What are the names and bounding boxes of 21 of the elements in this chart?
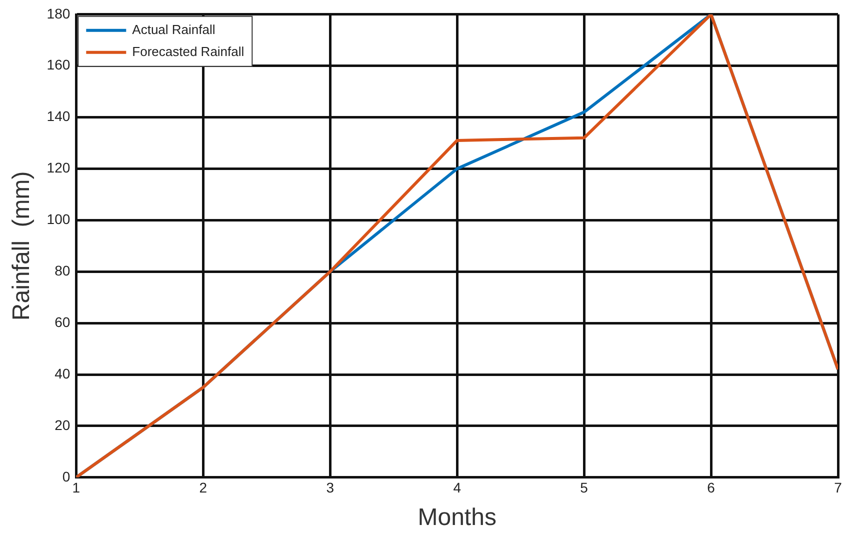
y-tick-label: 60	[54, 314, 70, 330]
y-tick-label: 0	[62, 468, 70, 484]
y-axis-title: Rainfall (mm)	[8, 171, 36, 321]
y-tick-label: 20	[54, 416, 70, 433]
y-tick-label: 80	[54, 262, 70, 278]
y-tick-label: 40	[54, 365, 70, 382]
y-tick-label: 100	[46, 211, 70, 228]
y-tick-label: 140	[46, 108, 70, 124]
x-tick-label: 4	[453, 480, 462, 496]
x-tick-label: 3	[326, 480, 334, 496]
y-tick-label: 180	[46, 5, 70, 22]
x-axis-title: Months	[418, 504, 496, 532]
x-tick-label: 6	[707, 480, 716, 496]
y-tick-label: 120	[46, 160, 70, 176]
legend-label: Actual Rainfall	[132, 22, 216, 37]
x-tick-label: 5	[580, 480, 588, 496]
x-tick-label: 1	[72, 480, 80, 496]
legend-label: Forecasted Rainfall	[132, 44, 244, 59]
y-tick-label: 160	[46, 56, 70, 73]
x-tick-label: 2	[199, 480, 208, 496]
x-tick-label: 7	[834, 480, 842, 496]
